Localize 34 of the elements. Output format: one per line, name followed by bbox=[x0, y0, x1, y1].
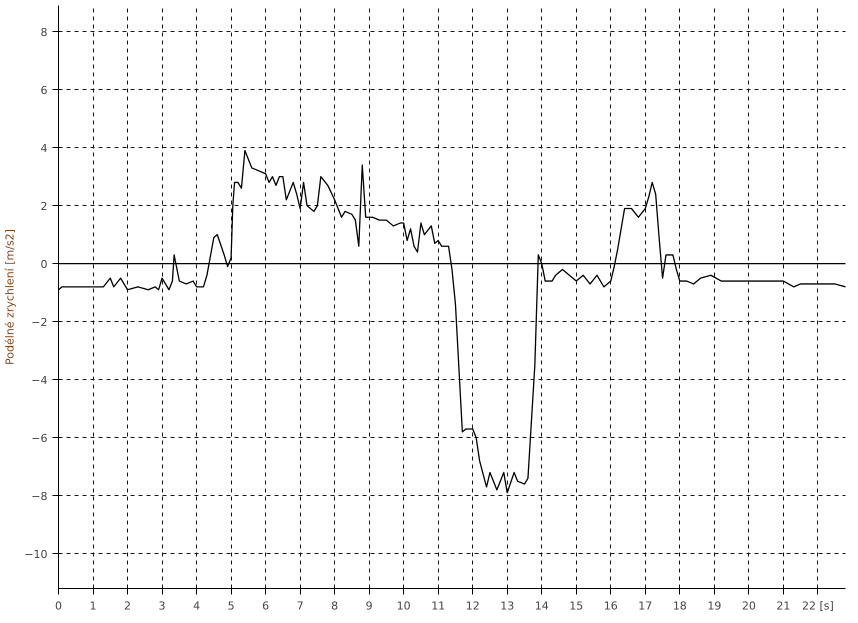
x-tick-label: 5 bbox=[228, 600, 235, 612]
x-tick-label: 9 bbox=[366, 600, 373, 612]
y-axis-title: Podélné zrychlení [m/s2] bbox=[3, 229, 16, 365]
y-tick-label: 8 bbox=[40, 26, 48, 40]
y-tick-label: −6 bbox=[31, 432, 48, 446]
y-tick-label: −4 bbox=[31, 374, 48, 388]
x-tick-label: 13 bbox=[500, 600, 514, 612]
y-tick-label: 6 bbox=[40, 84, 48, 98]
x-tick-label: 10 bbox=[396, 600, 411, 612]
x-tick-label: 21 bbox=[776, 600, 790, 612]
y-tick-label: 0 bbox=[40, 258, 48, 272]
x-tick-label: 14 bbox=[534, 600, 549, 612]
x-tick-label: 6 bbox=[262, 600, 270, 612]
x-tick-label: 0 bbox=[55, 600, 62, 612]
y-tick-label: −2 bbox=[31, 316, 48, 330]
x-tick-label: 2 bbox=[124, 600, 132, 612]
x-tick-label: 22 [s] bbox=[802, 600, 834, 612]
x-tick-label: 19 bbox=[707, 600, 722, 612]
x-tick-label: 16 bbox=[604, 600, 618, 612]
y-tick-label: −8 bbox=[31, 490, 48, 504]
x-tick-label: 8 bbox=[331, 600, 338, 612]
x-tick-label: 12 bbox=[466, 600, 480, 612]
x-tick-label: 15 bbox=[569, 600, 584, 612]
x-tick-label: 18 bbox=[672, 600, 687, 612]
y-tick-label: 2 bbox=[40, 200, 48, 214]
x-tick-label: 20 bbox=[742, 600, 756, 612]
x-tick-label: 1 bbox=[90, 600, 97, 612]
x-tick-label: 17 bbox=[638, 600, 652, 612]
x-tick-label: 11 bbox=[431, 600, 446, 612]
x-tick-label: 4 bbox=[193, 600, 200, 612]
y-tick-label: −10 bbox=[24, 548, 48, 562]
x-tick-label: 7 bbox=[296, 600, 304, 612]
x-tick-label: 3 bbox=[158, 600, 166, 612]
y-tick-label: 4 bbox=[40, 142, 48, 156]
